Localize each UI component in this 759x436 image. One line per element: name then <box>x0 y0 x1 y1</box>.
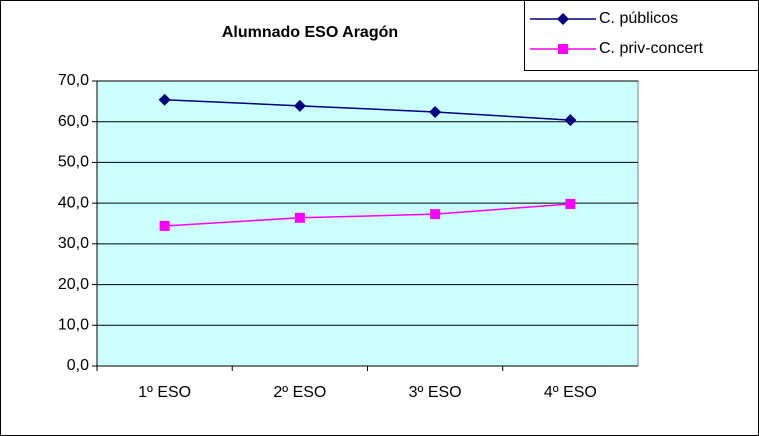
marker <box>565 198 576 209</box>
y-tick-label: 0,0 <box>67 357 89 374</box>
y-tick-label: 60,0 <box>58 113 89 130</box>
legend-box <box>524 0 759 71</box>
marker <box>430 209 441 220</box>
legend-marker <box>558 44 568 54</box>
x-tick-label: 2º ESO <box>273 384 326 401</box>
marker <box>429 105 442 118</box>
chart-title: Alumnado ESO Aragón <box>222 24 398 41</box>
x-tick-label: 1º ESO <box>138 384 191 401</box>
series-line <box>164 98 571 121</box>
x-tick-label: 4º ESO <box>544 384 597 401</box>
y-tick-label: 70,0 <box>58 72 89 89</box>
y-tick-label: 10,0 <box>58 317 89 334</box>
marker <box>159 220 170 231</box>
y-tick-label: 50,0 <box>58 154 89 171</box>
x-tick-label: 3º ESO <box>409 384 462 401</box>
y-tick-label: 30,0 <box>58 235 89 252</box>
series-line <box>164 203 571 227</box>
marker <box>564 114 577 127</box>
marker <box>158 93 171 106</box>
legend-label: C. priv-concert <box>599 40 704 57</box>
plot-area <box>96 80 639 367</box>
marker <box>293 99 306 112</box>
y-tick-label: 40,0 <box>58 194 89 211</box>
legend-marker <box>557 13 569 25</box>
marker <box>294 212 305 223</box>
legend-label: C. públicos <box>599 10 678 27</box>
y-tick-label: 20,0 <box>58 276 89 293</box>
